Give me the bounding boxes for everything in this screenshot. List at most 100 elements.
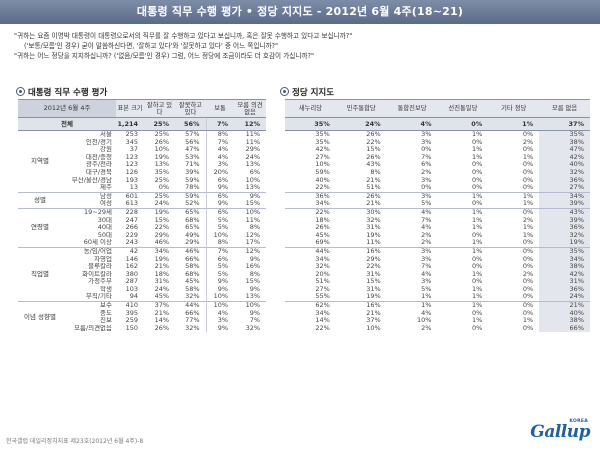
total-party-value: 4% xyxy=(386,117,438,131)
row-size: 162 xyxy=(125,263,139,271)
table-row: 20% 31% 4% 1% 2% 42% xyxy=(285,270,590,279)
row-size: 228 xyxy=(116,207,145,217)
row-size: 253 xyxy=(116,129,145,139)
total-neutral: 7% xyxy=(205,117,235,131)
party-value: 5% xyxy=(421,200,432,208)
party-value: 0% xyxy=(421,184,432,192)
table-row: 강원 37 10% 47% 4% 29% xyxy=(18,146,266,154)
table-row: 인천/경기 345 26% 56% 7% 11% xyxy=(18,138,266,147)
neutral-header: 보통 xyxy=(206,99,235,118)
row-label: 부산/울산/경남 xyxy=(71,176,113,184)
job-value: 15% xyxy=(154,216,170,224)
party-value: 1% xyxy=(472,285,483,293)
job-value: 32% xyxy=(245,324,261,332)
row-size: 259 xyxy=(125,317,139,325)
job-value: 37% xyxy=(144,301,176,310)
job-approval-section-title: 대통령 직무 수행 평가 xyxy=(16,86,107,98)
party-value: 15% xyxy=(366,278,381,286)
job-value: 56% xyxy=(185,138,200,146)
party-value: 66% xyxy=(539,324,590,333)
party-value: 0% xyxy=(472,138,483,146)
job-value: 3% xyxy=(205,317,235,325)
table-row: 35% 26% 3% 1% 0% 35% xyxy=(285,129,590,139)
table-row: 이념 성향별 보수 410 37% 44% 10% 10% xyxy=(18,301,267,333)
party-value: 35% xyxy=(285,129,336,139)
table-row: 34% 21% 4% 0% 0% 40% xyxy=(285,309,590,318)
party-value: 1% xyxy=(472,270,483,278)
row-label: 대구/경북 xyxy=(85,168,113,176)
party-value: 32% xyxy=(539,168,590,177)
party-value: 39% xyxy=(539,200,590,209)
table-row: 51% 15% 3% 0% 0% 31% xyxy=(285,278,590,286)
job-value: 15% xyxy=(245,278,261,286)
party-value: 22% xyxy=(366,138,381,146)
party-value: 3% xyxy=(421,176,432,184)
total-party-value: 35% xyxy=(285,117,336,131)
party-value: 19% xyxy=(366,293,381,301)
table-row: 학생 103 24% 58% 9% 9% xyxy=(18,285,266,294)
party-value: 0% xyxy=(522,278,534,286)
party-value: 0% xyxy=(522,184,534,192)
job-value: 9% xyxy=(205,285,235,294)
row-size: 410 xyxy=(116,301,145,310)
job-value: 25% xyxy=(144,191,176,201)
total-good: 25% xyxy=(144,117,176,131)
table-row: 무직/기타 94 45% 32% 10% 13% xyxy=(18,293,266,302)
party-value: 1% xyxy=(386,301,438,310)
total-row: 전체 1,214 25% 56% 7% 12% xyxy=(18,117,267,131)
party-value: 1% xyxy=(522,224,534,232)
period-header: 2012년 6월 4주 xyxy=(18,99,117,118)
party-value: 19% xyxy=(366,231,381,239)
table-row: 중도 395 21% 66% 4% 9% xyxy=(18,309,266,318)
row-size: 146 xyxy=(125,255,139,263)
job-value: 66% xyxy=(185,255,200,263)
job-value: 6% xyxy=(205,191,235,201)
party-value: 59% xyxy=(315,168,330,176)
party-value: 0% xyxy=(472,309,483,317)
job-value: 29% xyxy=(245,146,261,154)
job-value: 77% xyxy=(185,317,200,325)
job-value: 49% xyxy=(185,231,200,239)
row-size: 42 xyxy=(116,246,145,256)
job-value: 16% xyxy=(245,263,261,271)
row-size: 193 xyxy=(125,176,139,184)
job-value: 19% xyxy=(144,207,176,217)
job-value: 66% xyxy=(185,309,200,317)
party-value: 22% xyxy=(366,263,381,271)
row-label: 자영업 xyxy=(94,255,113,263)
party-value: 4% xyxy=(386,207,438,217)
row-label: 30대 xyxy=(97,216,113,224)
job-value: 45% xyxy=(154,293,170,301)
party-value: 36% xyxy=(539,285,590,294)
job-value: 7% xyxy=(205,138,235,147)
row-size: 123 xyxy=(125,153,139,161)
party-value: 10% xyxy=(417,317,432,325)
job-value: 5% xyxy=(205,270,235,279)
party-value: 10% xyxy=(366,324,381,332)
party-value: 1% xyxy=(472,146,483,154)
party-value: 0% xyxy=(522,176,534,184)
party-value: 2% xyxy=(522,216,534,224)
party-value: 0% xyxy=(472,255,483,263)
party-value: 3% xyxy=(421,255,432,263)
total-party-value: 0% xyxy=(437,117,489,131)
party-value: 22% xyxy=(285,207,336,217)
table-row: 45% 19% 2% 0% 1% 32% xyxy=(285,231,590,240)
gallup-logo: Gallup xyxy=(530,422,590,442)
job-value: 21% xyxy=(154,263,170,271)
row-label: 대전/충청 xyxy=(85,153,113,161)
job-value: 4% xyxy=(205,146,235,154)
job-value: 44% xyxy=(175,301,207,310)
job-value: 5% xyxy=(205,263,235,271)
party-value: 27% xyxy=(315,153,330,161)
party-value: 11% xyxy=(366,239,381,247)
job-value: 6% xyxy=(205,207,235,217)
party-header: 새누리당 xyxy=(285,99,336,118)
row-label: 19~29세 xyxy=(62,207,117,217)
job-value: 7% xyxy=(205,246,235,256)
party-value: 34% xyxy=(315,255,330,263)
party-value: 1% xyxy=(437,207,489,217)
party-value: 1% xyxy=(522,317,534,325)
party-value: 4% xyxy=(421,224,432,232)
job-value: 59% xyxy=(185,176,200,184)
